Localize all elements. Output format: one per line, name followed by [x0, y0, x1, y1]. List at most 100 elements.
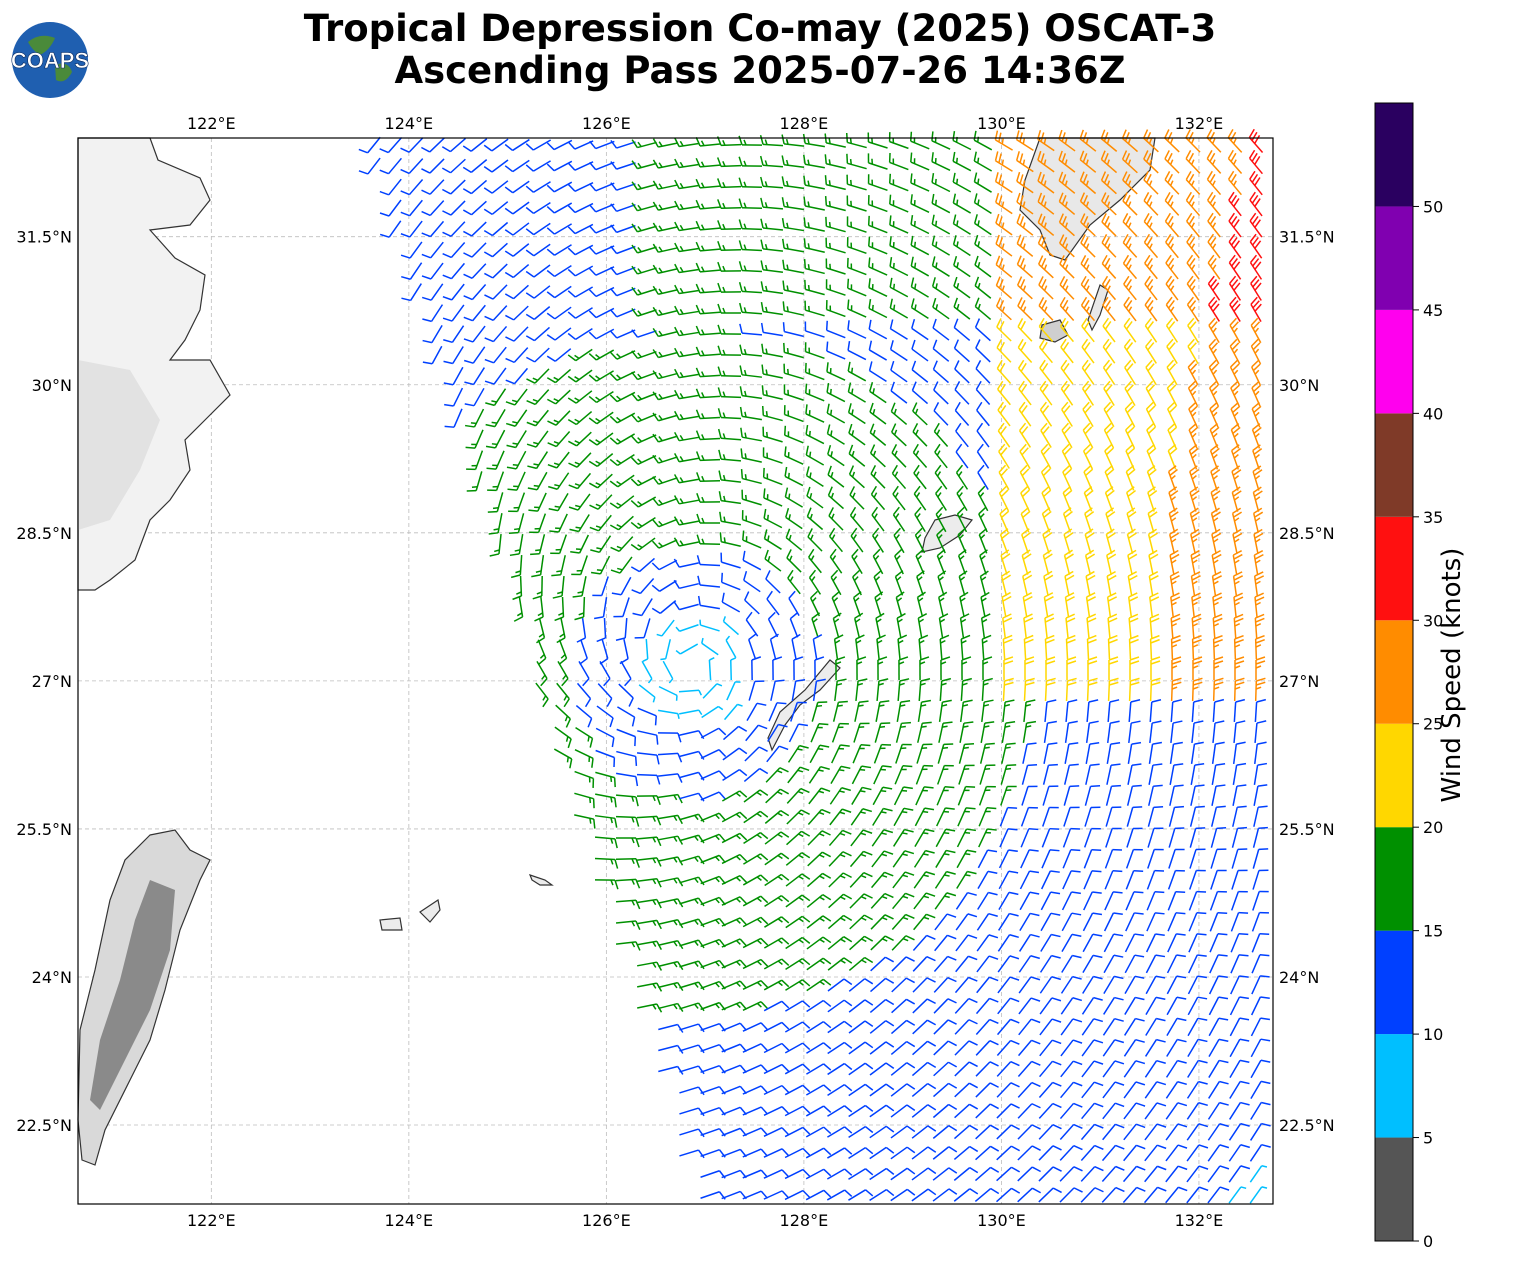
- wind-barb: [825, 300, 846, 318]
- wind-barb: [674, 284, 699, 295]
- wind-barb: [400, 137, 424, 153]
- wind-barb: [764, 873, 790, 887]
- wind-barb: [1232, 741, 1246, 765]
- wind-barb: [955, 422, 969, 448]
- lon-tick-label: 122°E: [187, 1211, 236, 1230]
- wind-barb: [717, 303, 742, 314]
- wind-barb: [805, 1147, 832, 1159]
- wind-barb: [1211, 741, 1225, 765]
- wind-barb: [679, 918, 705, 928]
- wind-barb: [1188, 933, 1207, 953]
- wind-barb: [1037, 234, 1054, 258]
- wind-barb: [1018, 422, 1032, 448]
- wind-barb: [806, 1063, 832, 1075]
- wind-barb: [722, 616, 740, 636]
- wind-barb: [673, 537, 699, 547]
- wind-barb: [742, 1001, 769, 1011]
- wind-barb: [1043, 720, 1057, 743]
- wind-barb: [870, 956, 895, 972]
- wind-barb: [636, 836, 662, 847]
- wind-barb: [785, 528, 803, 551]
- wind-barb: [784, 487, 803, 508]
- wind-barb: [674, 389, 699, 400]
- wind-barb: [730, 657, 737, 681]
- wind-barb: [766, 745, 789, 763]
- wind-barb: [1003, 656, 1014, 681]
- wind-barb: [980, 613, 991, 639]
- wind-barb: [1124, 380, 1136, 407]
- wind-barb: [763, 979, 790, 991]
- wind-barb: [615, 920, 641, 930]
- wind-barb: [891, 935, 915, 951]
- wind-barb: [869, 977, 895, 993]
- wind-barb: [955, 464, 969, 490]
- wind-barb: [932, 339, 950, 362]
- wind-barb: [1212, 677, 1224, 702]
- wind-barb: [1038, 338, 1053, 364]
- wind-barb: [978, 828, 997, 848]
- wind-barb: [1186, 212, 1200, 238]
- wind-barb: [1122, 213, 1138, 237]
- wind-barb: [630, 413, 657, 423]
- wind-barb: [1210, 848, 1227, 869]
- wind-barb: [912, 402, 928, 426]
- wind-barb: [1020, 828, 1039, 848]
- wind-barb: [738, 261, 763, 273]
- wind-barb: [786, 787, 810, 804]
- wind-barb: [1231, 507, 1243, 533]
- wind-barb: [975, 1103, 999, 1119]
- wind-barb: [717, 428, 742, 441]
- wind-barb: [1124, 996, 1145, 1015]
- wind-barb: [911, 1082, 937, 1097]
- wind-barb: [1191, 634, 1202, 660]
- wind-barb: [781, 176, 805, 190]
- lon-ticks-top: 122°E 124°E 126°E 128°E 130°E 132°E: [187, 114, 1223, 133]
- wind-barb: [1123, 1017, 1145, 1036]
- miyako-island: [528, 874, 554, 886]
- wind-barb: [1039, 380, 1053, 406]
- wind-barb: [806, 872, 832, 888]
- wind-barb: [957, 549, 967, 575]
- wind-barb: [1022, 570, 1033, 596]
- wind-barb: [700, 833, 726, 843]
- wind-barb: [1063, 785, 1080, 806]
- wind-barb: [546, 306, 572, 320]
- wind-barb: [869, 1125, 895, 1139]
- wind-barb: [1060, 359, 1074, 385]
- wind-barb: [751, 656, 762, 681]
- wind-barb: [1188, 954, 1207, 974]
- wind-barb: [790, 701, 807, 722]
- wind-barb: [1253, 784, 1268, 806]
- wind-barb: [1042, 806, 1059, 827]
- wind-barb: [1227, 128, 1243, 153]
- wind-barb: [1125, 869, 1144, 890]
- wind-barb: [701, 705, 724, 719]
- wind-barb: [695, 262, 721, 273]
- wind-barb: [1016, 171, 1034, 194]
- lon-ticks-bottom: 122°E 124°E 126°E 128°E 130°E 132°E: [187, 1211, 1223, 1230]
- wind-barb: [856, 656, 867, 681]
- wind-barb: [1038, 317, 1054, 342]
- wind-barb: [785, 873, 811, 887]
- wind-barb: [1207, 233, 1221, 259]
- wind-barb: [609, 308, 636, 318]
- wind-barb: [1127, 592, 1139, 618]
- wind-barb: [652, 391, 678, 401]
- wind-barb: [1123, 317, 1137, 343]
- colorbar-bin: [1375, 620, 1413, 724]
- wind-barb: [869, 444, 886, 468]
- lon-tick-label: 132°E: [1175, 114, 1224, 133]
- wind-barb: [895, 743, 912, 764]
- wind-barb: [1249, 233, 1263, 259]
- wind-barb: [890, 381, 908, 404]
- wind-barb: [1042, 549, 1053, 575]
- wind-barb: [1039, 1039, 1062, 1057]
- wind-barb: [783, 425, 804, 444]
- wind-barb: [1212, 592, 1223, 618]
- wind-barb: [1122, 171, 1138, 195]
- wind-barb: [781, 155, 805, 168]
- wind-barb: [1082, 401, 1094, 428]
- wind-barb: [1189, 869, 1206, 890]
- wind-barb: [738, 177, 763, 188]
- wind-barb: [936, 764, 954, 785]
